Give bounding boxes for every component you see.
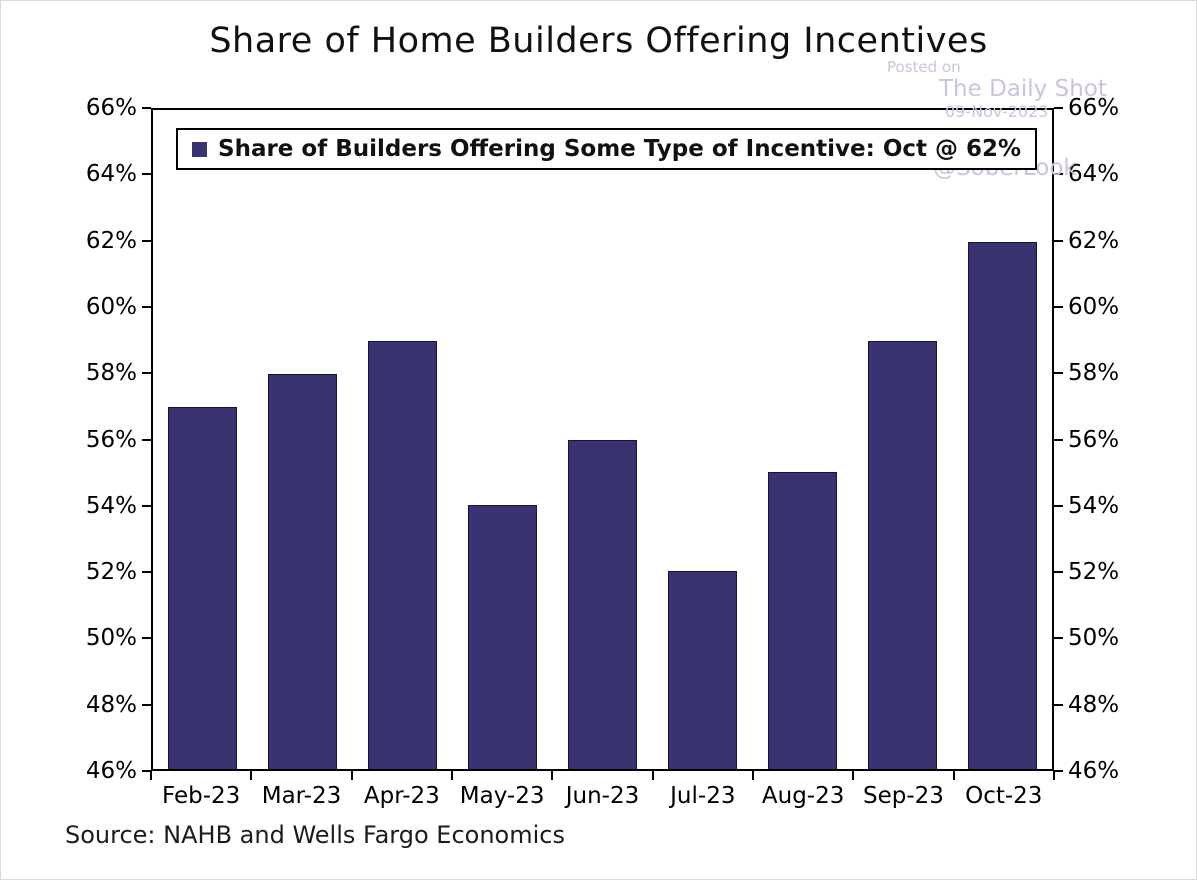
y-tick-label-left: 52% (85, 559, 137, 586)
y-tick-mark (1054, 438, 1063, 441)
y-tick-label-left: 54% (85, 492, 137, 519)
y-tick-label-right: 58% (1068, 360, 1120, 387)
y-tick-mark (1054, 305, 1063, 308)
bar-column (852, 110, 952, 769)
watermark-date: 09-Nov-2023 (945, 101, 1049, 121)
y-tick-mark (1054, 173, 1063, 176)
bar-column (553, 110, 653, 769)
y-tick-label-right: 56% (1068, 426, 1120, 453)
y-tick-label-right: 62% (1068, 227, 1120, 254)
y-tick-label-right: 64% (1068, 161, 1120, 188)
bar-column (253, 110, 353, 769)
x-tick-mark (752, 771, 754, 780)
bar-jul-23 (667, 571, 737, 769)
y-tick-label-left: 58% (85, 360, 137, 387)
y-tick-label-right: 54% (1068, 492, 1120, 519)
bar-column (652, 110, 752, 769)
y-tick-label-left: 60% (85, 293, 137, 320)
bar-column (453, 110, 553, 769)
y-tick-mark (142, 239, 151, 242)
y-tick-mark (142, 571, 151, 574)
y-tick-label-right: 60% (1068, 293, 1120, 320)
y-tick-label-left: 66% (85, 95, 137, 121)
bar-may-23 (468, 505, 538, 769)
x-tick-mark (1053, 771, 1055, 780)
y-tick-label-left: 46% (85, 758, 137, 784)
bar-column (153, 110, 253, 769)
x-tick-label: Jul-23 (670, 783, 736, 809)
y-tick-label-right: 66% (1068, 95, 1120, 121)
bar-column (353, 110, 453, 769)
plot-area: Share of Builders Offering Some Type of … (151, 108, 1054, 771)
x-tick-label: Aug-23 (761, 783, 845, 809)
bar-feb-23 (168, 406, 238, 769)
y-tick-mark (142, 372, 151, 375)
y-tick-mark (1054, 107, 1063, 109)
x-tick-label: Oct-23 (965, 783, 1043, 809)
x-tick-mark (852, 771, 855, 780)
x-tick-mark (250, 771, 253, 780)
x-axis-labels: Feb-23 Mar-23 Apr-23 May-23 Jun-23 Jul-23 Aug-… (151, 783, 1054, 809)
bar-jun-23 (568, 439, 637, 769)
y-tick-label-right: 52% (1068, 559, 1120, 586)
y-tick-mark (1054, 571, 1063, 574)
y-tick-mark (1054, 637, 1063, 640)
x-tick-mark (350, 771, 353, 780)
y-tick-label-left: 64% (85, 161, 137, 188)
y-tick-label-right: 50% (1068, 625, 1120, 652)
watermark-posted-on: Posted on (887, 58, 961, 76)
y-tick-mark (1054, 504, 1063, 507)
bar-apr-23 (368, 340, 438, 769)
x-tick-label: Feb-23 (162, 783, 241, 809)
bar-column (752, 110, 852, 769)
y-tick-mark (142, 173, 151, 176)
y-tick-mark (142, 305, 151, 308)
y-tick-label-right: 48% (1068, 691, 1120, 718)
x-tick-mark (551, 771, 554, 780)
bar-sep-23 (867, 340, 937, 769)
bars-group (153, 110, 1052, 769)
x-tick-label: Mar-23 (261, 783, 342, 809)
y-tick-label-left: 50% (85, 625, 137, 652)
y-tick-mark (142, 703, 151, 706)
y-tick-mark (142, 637, 151, 640)
chart-title: Share of Home Builders Offering Incentiv… (209, 21, 988, 61)
watermark-daily-shot: The Daily Shot (939, 76, 1107, 103)
y-tick-mark (142, 438, 151, 441)
x-tick-mark (651, 771, 654, 780)
x-tick-mark (150, 771, 152, 780)
y-tick-mark (1054, 770, 1063, 772)
source-note: Source: NAHB and Wells Fargo Economics (65, 821, 565, 849)
y-tick-mark (142, 770, 151, 772)
bar-oct-23 (967, 241, 1037, 769)
x-tick-label: May-23 (459, 783, 545, 809)
y-tick-label-right: 46% (1068, 758, 1120, 784)
y-tick-mark (142, 107, 151, 109)
y-tick-mark (142, 504, 151, 507)
y-tick-mark (1054, 372, 1063, 375)
x-tick-mark (451, 771, 453, 780)
y-tick-mark (1054, 703, 1063, 706)
x-tick-label: Sep-23 (863, 783, 944, 809)
x-tick-label: Jun-23 (565, 783, 640, 809)
legend-marker-icon (192, 141, 207, 157)
x-tick-mark (952, 771, 955, 780)
x-tick-label: Apr-23 (363, 783, 440, 809)
legend-label: Share of Builders Offering Some Type of … (218, 136, 1022, 162)
y-tick-mark (1054, 239, 1063, 242)
y-tick-label-left: 62% (85, 227, 137, 254)
bar-aug-23 (767, 472, 837, 769)
bar-column (952, 110, 1052, 769)
y-tick-label-left: 48% (85, 691, 137, 718)
watermark: Posted on The Daily Shot 09-Nov-2023 @So… (887, 58, 1107, 182)
y-tick-label-left: 56% (85, 426, 137, 453)
legend: Share of Builders Offering Some Type of … (176, 128, 1038, 170)
bar-mar-23 (268, 373, 338, 769)
